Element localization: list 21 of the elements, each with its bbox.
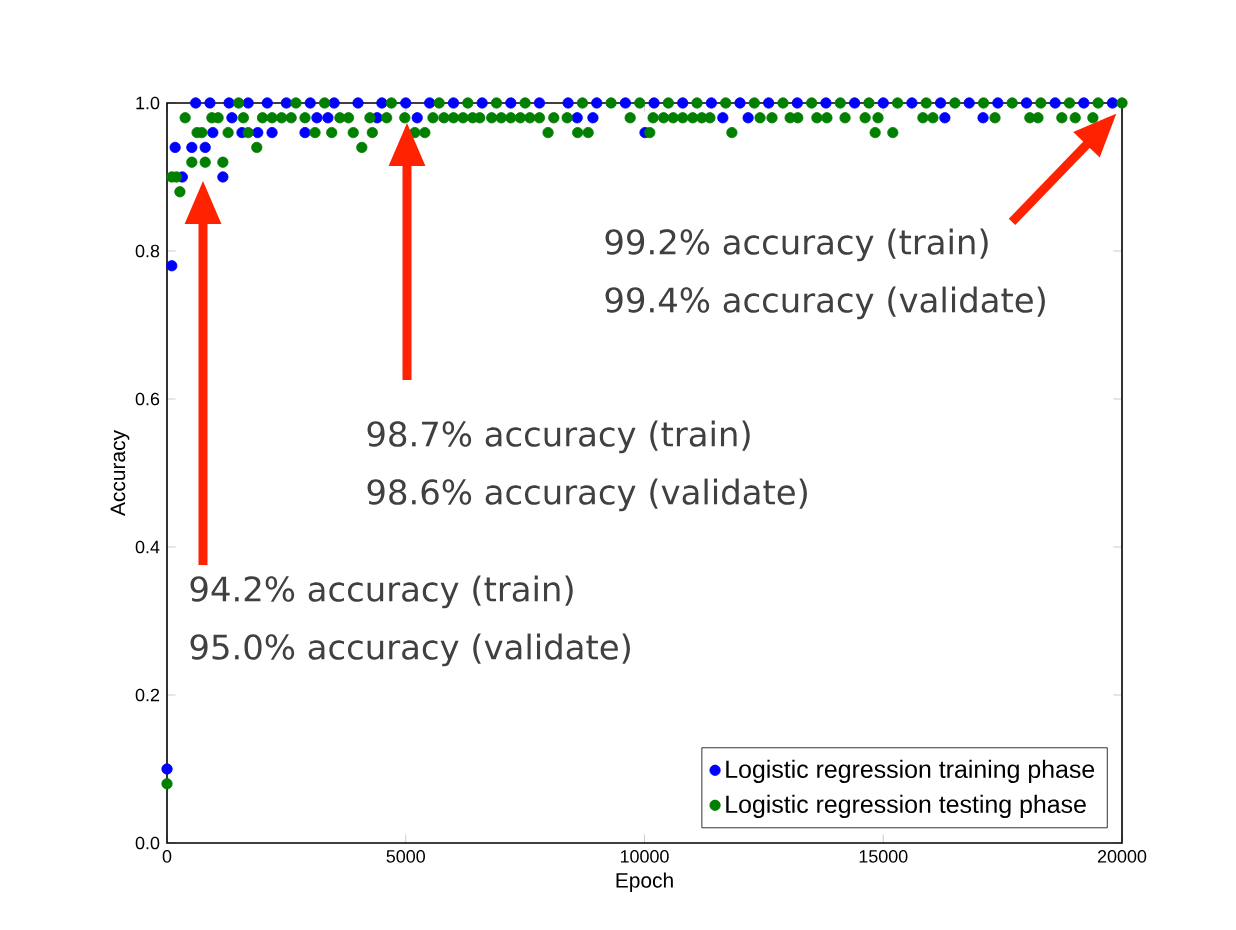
annotation: 98.6% accuracy (validate) xyxy=(367,478,807,512)
x-tick-label: 0 xyxy=(162,850,172,863)
y-tick-label: 0.2 xyxy=(135,688,160,702)
legend-label: Logistic regression training phase xyxy=(726,759,1095,783)
x-axis-title: Epoch xyxy=(616,872,673,892)
y-tick-label: 0.8 xyxy=(135,244,160,258)
legend-label: Logistic regression testing phase xyxy=(726,794,1086,818)
annotation: 98.7% accuracy (train) xyxy=(367,420,750,454)
y-tick-label: 0.4 xyxy=(135,540,160,554)
annotation: 99.4% accuracy (validate) xyxy=(605,286,1045,320)
annotation: 99.2% accuracy (train) xyxy=(605,228,988,262)
y-axis-title: Accuracy xyxy=(110,430,130,516)
annotation: 95.0% accuracy (validate) xyxy=(190,633,630,667)
annotation: 94.2% accuracy (train) xyxy=(190,575,573,609)
y-tick-label: 0.0 xyxy=(135,836,160,850)
x-tick-label: 10000 xyxy=(620,850,669,863)
x-tick-label: 15000 xyxy=(859,850,908,863)
y-tick-label: 0.6 xyxy=(135,392,160,406)
y-tick-label: 1.0 xyxy=(136,96,160,110)
x-tick-label: 20000 xyxy=(1097,850,1147,863)
x-tick-label: 5000 xyxy=(386,850,425,863)
